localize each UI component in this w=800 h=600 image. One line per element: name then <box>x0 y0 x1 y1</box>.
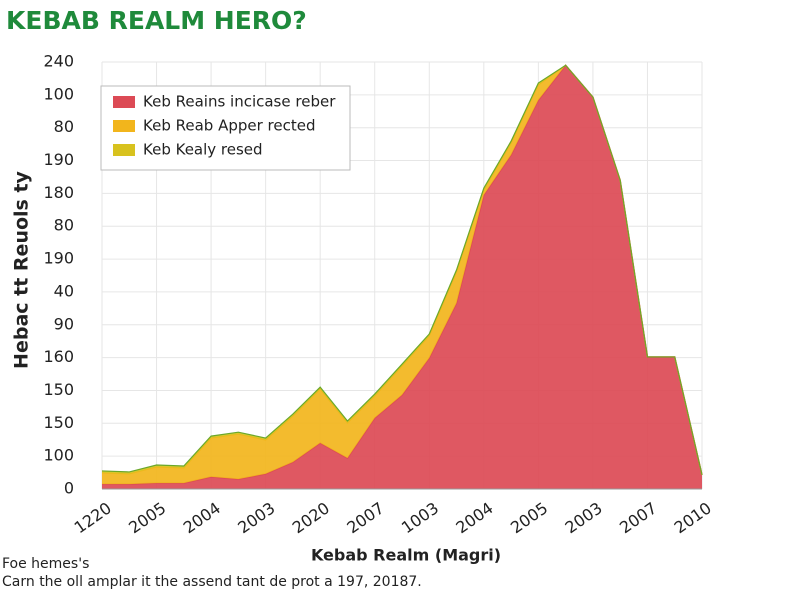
x-tick-label: 2005 <box>507 498 551 537</box>
y-tick-label: 90 <box>54 314 74 333</box>
legend: Keb Reains incicase reber Keb Reab Apper … <box>100 85 351 171</box>
y-tick-label: 150 <box>43 380 74 399</box>
footer-line: Foe hemes's <box>2 556 89 572</box>
x-tick-label: 2020 <box>289 498 333 537</box>
y-tick-label: 150 <box>43 413 74 432</box>
y-tick-label: 80 <box>54 117 74 136</box>
x-tick-label: 2004 <box>452 498 496 537</box>
x-tick-label: 2007 <box>616 498 660 537</box>
y-tick-label: 100 <box>43 446 74 465</box>
x-tick-label: 2003 <box>562 498 606 537</box>
legend-swatch <box>113 120 135 132</box>
x-tick-label: 2003 <box>234 498 278 537</box>
chart-title: KEBAB REALM HERO? <box>6 6 307 35</box>
y-tick-label: 0 <box>64 479 74 498</box>
area-edge <box>101 64 703 476</box>
y-tick-label: 240 <box>43 52 74 71</box>
plot-area <box>101 64 703 490</box>
x-tick-label: 2010 <box>671 498 715 537</box>
x-tick-label: 2007 <box>343 498 387 537</box>
x-tick-label: 2005 <box>125 498 169 537</box>
x-tick-label: 2004 <box>180 498 224 537</box>
legend-label: Keb Kealy resed <box>143 141 263 159</box>
x-tick-label: 1003 <box>398 498 442 537</box>
x-tick-label: 1220 <box>71 498 115 537</box>
legend-swatch <box>113 96 135 108</box>
y-tick-label: 190 <box>43 249 74 268</box>
legend-swatch <box>113 144 135 156</box>
y-tick-label: 180 <box>43 183 74 202</box>
area <box>102 65 702 490</box>
footer-line: Carn the oll amplar it the assend tant d… <box>2 574 422 590</box>
x-axis-label: Kebab Realm (Magri) <box>311 546 501 565</box>
legend-label: Keb Reains incicase reber <box>143 93 336 111</box>
y-tick-label: 190 <box>43 150 74 169</box>
y-tick-label: 80 <box>54 216 74 235</box>
y-tick-label: 160 <box>43 347 74 366</box>
y-tick-label: 100 <box>43 84 74 103</box>
y-axis-label: Hebac tt Reuols ty <box>11 170 33 368</box>
y-tick-label: 40 <box>54 281 74 300</box>
legend-label: Keb Reab Apper rected <box>143 117 315 135</box>
legend-box <box>100 85 351 171</box>
